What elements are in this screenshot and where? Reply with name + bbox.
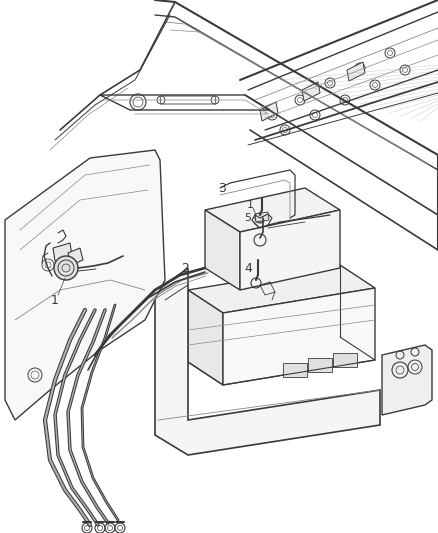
Text: 4: 4 xyxy=(244,262,252,274)
Polygon shape xyxy=(223,288,375,385)
Text: 3: 3 xyxy=(218,182,226,195)
Polygon shape xyxy=(53,243,72,261)
Text: 2: 2 xyxy=(181,262,189,274)
Text: 1: 1 xyxy=(247,200,254,210)
Polygon shape xyxy=(347,62,365,81)
Bar xyxy=(283,363,307,377)
Polygon shape xyxy=(155,268,380,455)
Polygon shape xyxy=(188,265,375,313)
Polygon shape xyxy=(205,188,340,232)
Bar xyxy=(333,353,357,367)
Polygon shape xyxy=(160,96,216,104)
Polygon shape xyxy=(188,290,223,385)
Polygon shape xyxy=(302,82,320,101)
Polygon shape xyxy=(382,345,432,415)
Bar xyxy=(308,358,332,372)
Text: 1: 1 xyxy=(51,294,59,306)
Circle shape xyxy=(54,256,78,280)
Polygon shape xyxy=(5,150,165,420)
Polygon shape xyxy=(68,248,83,265)
Polygon shape xyxy=(255,212,269,222)
Polygon shape xyxy=(205,210,240,290)
Polygon shape xyxy=(260,102,278,121)
Polygon shape xyxy=(240,210,340,290)
Text: 5: 5 xyxy=(244,213,251,223)
